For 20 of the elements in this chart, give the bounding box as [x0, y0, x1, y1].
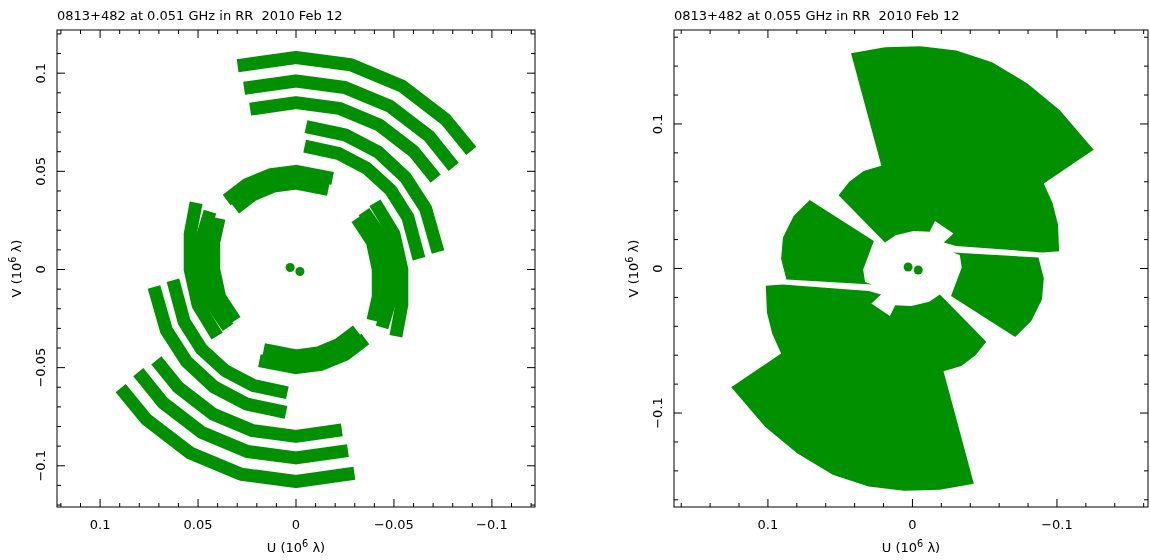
y-tick-label: −0.1: [33, 449, 48, 482]
y-tick-label: −0.1: [650, 397, 665, 429]
x-axis-title: U (10$^{6}$ λ): [881, 537, 941, 555]
x-tick-label: −0.05: [374, 517, 414, 532]
x-axis-title: U (10$^{6}$ λ): [266, 537, 326, 555]
y-tick-label: 0.05: [33, 156, 48, 186]
chart-title: 0813+482 at 0.055 GHz in RR 2010 Feb 12: [674, 8, 960, 23]
x-tick-label: 0: [291, 517, 301, 532]
chart-title: 0813+482 at 0.051 GHz in RR 2010 Feb 12: [57, 8, 343, 23]
x-tick-label: −0.1: [1041, 517, 1073, 532]
y-tick-label: 0.1: [650, 113, 665, 135]
y-tick-label: 0: [33, 265, 48, 274]
y-tick-label: 0: [650, 264, 665, 273]
x-tick-label: 0.1: [89, 517, 111, 532]
y-tick-label: 0.1: [33, 62, 48, 84]
y-tick-label: −0.05: [33, 347, 48, 388]
x-tick-label: 0.1: [757, 517, 779, 532]
x-tick-label: −0.1: [476, 517, 508, 532]
x-tick-label: 0: [908, 517, 917, 532]
x-tick-label: 0.05: [183, 517, 213, 532]
